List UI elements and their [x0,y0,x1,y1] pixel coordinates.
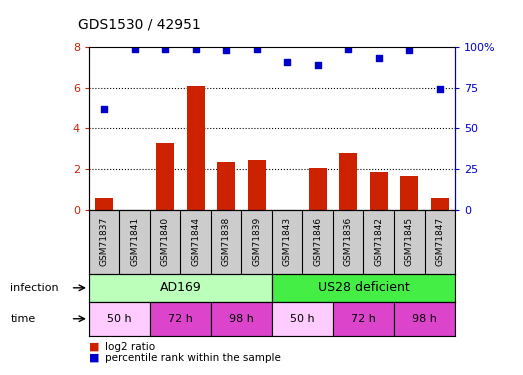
Text: 98 h: 98 h [412,314,437,324]
Text: GSM71847: GSM71847 [435,217,444,266]
Bar [339,153,357,210]
Bar [370,172,388,210]
Point [222,47,230,53]
Text: GSM71838: GSM71838 [222,217,231,267]
Bar [394,302,455,336]
Text: percentile rank within the sample: percentile rank within the sample [105,353,280,363]
Text: 72 h: 72 h [351,314,376,324]
Text: GSM71846: GSM71846 [313,217,322,266]
Text: 50 h: 50 h [107,314,132,324]
Text: AD169: AD169 [160,281,201,294]
Text: GSM71836: GSM71836 [344,217,353,267]
Text: GSM71839: GSM71839 [252,217,261,267]
Point [313,62,322,68]
Bar [217,162,235,210]
Text: GSM71843: GSM71843 [283,217,292,266]
Bar [156,143,174,210]
Point [374,55,383,61]
Point [405,47,413,53]
Text: GSM71841: GSM71841 [130,217,139,266]
Text: GSM71845: GSM71845 [405,217,414,266]
Bar [187,86,205,210]
Point [161,45,169,51]
Point [100,106,108,112]
Bar [272,302,333,336]
Bar [89,302,150,336]
Text: log2 ratio: log2 ratio [105,342,155,352]
Text: GSM71842: GSM71842 [374,217,383,266]
Bar [150,302,211,336]
Bar [309,168,327,210]
Bar [95,198,113,210]
Bar [211,302,272,336]
Point [253,45,261,51]
Bar [333,302,394,336]
Bar [247,160,266,210]
Point [344,45,353,51]
Text: US28 deficient: US28 deficient [317,281,410,294]
Text: 98 h: 98 h [229,314,254,324]
Text: 72 h: 72 h [168,314,193,324]
Text: GSM71844: GSM71844 [191,217,200,266]
Bar [89,274,272,302]
Text: GDS1530 / 42951: GDS1530 / 42951 [78,18,201,32]
Text: GSM71840: GSM71840 [161,217,169,266]
Point [283,58,291,64]
Text: ■: ■ [89,342,99,352]
Text: 50 h: 50 h [290,314,315,324]
Text: infection: infection [10,283,59,293]
Point [191,45,200,51]
Point [436,86,444,92]
Text: time: time [10,314,36,324]
Bar [430,198,449,210]
Bar [400,176,418,210]
Point [131,45,139,51]
Text: GSM71837: GSM71837 [100,217,109,267]
Text: ■: ■ [89,353,99,363]
Bar [272,274,455,302]
